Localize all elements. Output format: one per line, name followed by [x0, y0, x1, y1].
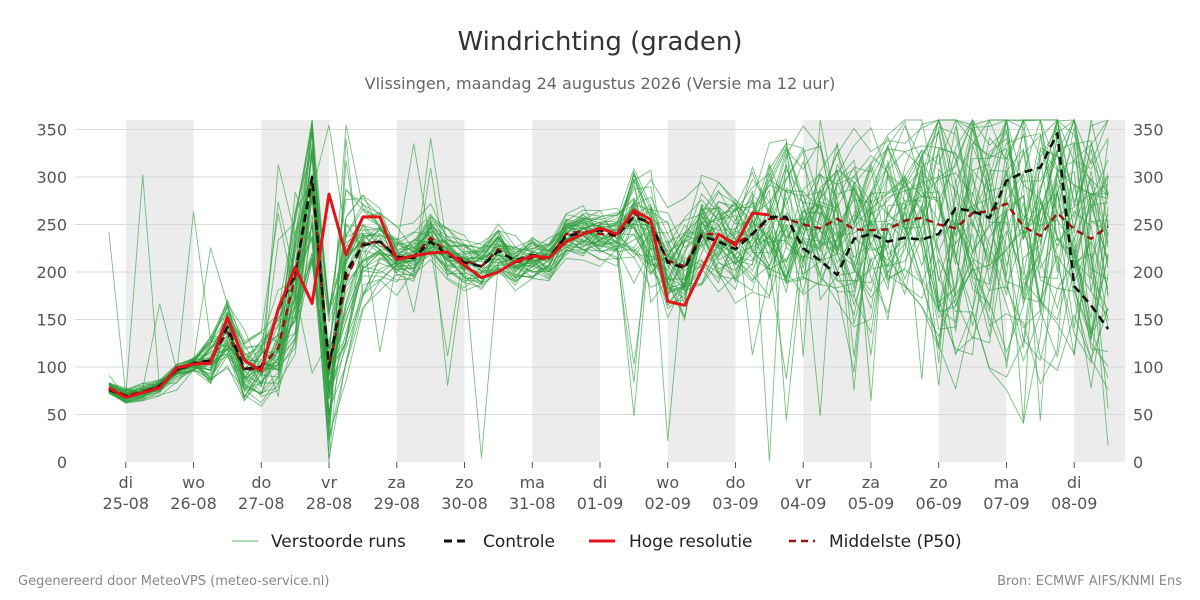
- x-tick-day: vr: [795, 473, 811, 492]
- ensemble-run-line: [108, 119, 1109, 392]
- ensemble-run-line: [108, 170, 1109, 424]
- x-tick-date: 26-08: [170, 494, 217, 513]
- x-tick-date: 29-08: [374, 494, 421, 513]
- x-tick-date: 06-09: [915, 494, 962, 513]
- x-tick-date: 08-09: [1051, 494, 1098, 513]
- y-tick-left: 300: [36, 168, 67, 187]
- x-tick-day: wo: [182, 473, 205, 492]
- x-tick-date: 03-09: [712, 494, 759, 513]
- x-tick-day: ma: [994, 473, 1019, 492]
- y-tick-left: 150: [36, 311, 67, 330]
- legend: Verstoorde runs Controle Hoge resolutie …: [232, 532, 962, 552]
- x-tick-day: di: [119, 473, 134, 492]
- footer-source: Bron: ECMWF AIFS/KNMI Ens: [997, 574, 1182, 589]
- x-tick-day: ma: [520, 473, 545, 492]
- x-tick-date: 02-09: [644, 494, 691, 513]
- x-tick-date: 04-09: [780, 494, 827, 513]
- y-tick-right: 350: [1133, 121, 1164, 140]
- x-tick-day: zo: [930, 473, 948, 492]
- y-tick-right: 300: [1133, 168, 1164, 187]
- y-axis-ticks: 0 0 50 50 100 100 150 150 200 200 250 250 300 300 350 3…: [36, 121, 1163, 473]
- y-tick-right: 100: [1133, 358, 1164, 377]
- day-band: [125, 120, 194, 462]
- chart-subtitle: Vlissingen, maandag 24 augustus 2026 (Ve…: [365, 74, 836, 93]
- ensemble-runs: [108, 118, 1109, 463]
- x-tick-day: za: [388, 473, 406, 492]
- y-tick-left: 50: [47, 406, 67, 425]
- x-tick-date: 05-09: [848, 494, 895, 513]
- ensemble-run-line: [108, 151, 1109, 398]
- x-tick-day: vr: [321, 473, 337, 492]
- ensemble-run-line: [108, 118, 1109, 441]
- chart-title: Windrichting (graden): [457, 27, 742, 57]
- y-tick-right: 250: [1133, 216, 1164, 235]
- x-tick-date: 28-08: [306, 494, 353, 513]
- median-line: [108, 177, 1109, 397]
- day-band: [396, 120, 465, 462]
- y-tick-left: 200: [36, 263, 67, 282]
- y-tick-left: 100: [36, 358, 67, 377]
- x-tick-day: di: [1067, 473, 1082, 492]
- ensemble-run-line: [108, 118, 1109, 393]
- x-tick-day: do: [726, 473, 746, 492]
- legend-item-ensemble[interactable]: Verstoorde runs: [232, 532, 406, 552]
- ensemble-run-line: [108, 119, 1109, 412]
- legend-label-control: Controle: [483, 532, 555, 552]
- x-tick-date: 30-08: [441, 494, 488, 513]
- y-tick-left: 0: [57, 453, 67, 472]
- x-tick-day: za: [862, 473, 880, 492]
- legend-label-ensemble: Verstoorde runs: [271, 532, 406, 552]
- hires-line: [108, 192, 770, 399]
- legend-label-hires: Hoge resolutie: [629, 532, 753, 552]
- x-tick-date: 25-08: [103, 494, 150, 513]
- ensemble-run-line: [108, 119, 1109, 403]
- ensemble-run-line: [108, 145, 1109, 459]
- legend-item-hires[interactable]: Hoge resolutie: [589, 532, 753, 552]
- y-tick-right: 150: [1133, 311, 1164, 330]
- x-tick-date: 07-09: [983, 494, 1030, 513]
- x-tick-day: di: [593, 473, 608, 492]
- x-tick-day: zo: [455, 473, 473, 492]
- y-tick-right: 200: [1133, 263, 1164, 282]
- footer-generator: Gegenereerd door MeteoVPS (meteo-service…: [18, 574, 329, 589]
- ensemble-run-line: [108, 125, 1109, 451]
- x-tick-date: 27-08: [238, 494, 285, 513]
- ensemble-run-line: [108, 118, 1109, 421]
- y-tick-left: 250: [36, 216, 67, 235]
- x-tick-date: 01-09: [577, 494, 624, 513]
- ensemble-run-line: [108, 142, 1109, 394]
- ensemble-run-line: [108, 118, 1109, 400]
- main-series: [108, 132, 1110, 399]
- y-tick-right: 50: [1133, 406, 1153, 425]
- legend-label-median: Middelste (P50): [829, 532, 962, 552]
- x-tick-day: do: [251, 473, 271, 492]
- legend-item-control[interactable]: Controle: [444, 532, 555, 552]
- x-tick-day: wo: [656, 473, 679, 492]
- ensemble-run-line: [108, 129, 1109, 463]
- legend-item-median[interactable]: Middelste (P50): [789, 532, 962, 552]
- ensemble-run-line: [108, 140, 1109, 417]
- y-tick-right: 0: [1133, 453, 1143, 472]
- x-axis-ticks: di 25-08 wo 26-08 do 27-08 vr 28-08 za 29-08 zo 30-…: [103, 462, 1098, 513]
- ensemble-run-line: [108, 120, 1109, 400]
- ensemble-run-line: [108, 124, 1109, 440]
- y-tick-left: 350: [36, 121, 67, 140]
- x-tick-date: 31-08: [509, 494, 556, 513]
- day-band: [532, 120, 600, 462]
